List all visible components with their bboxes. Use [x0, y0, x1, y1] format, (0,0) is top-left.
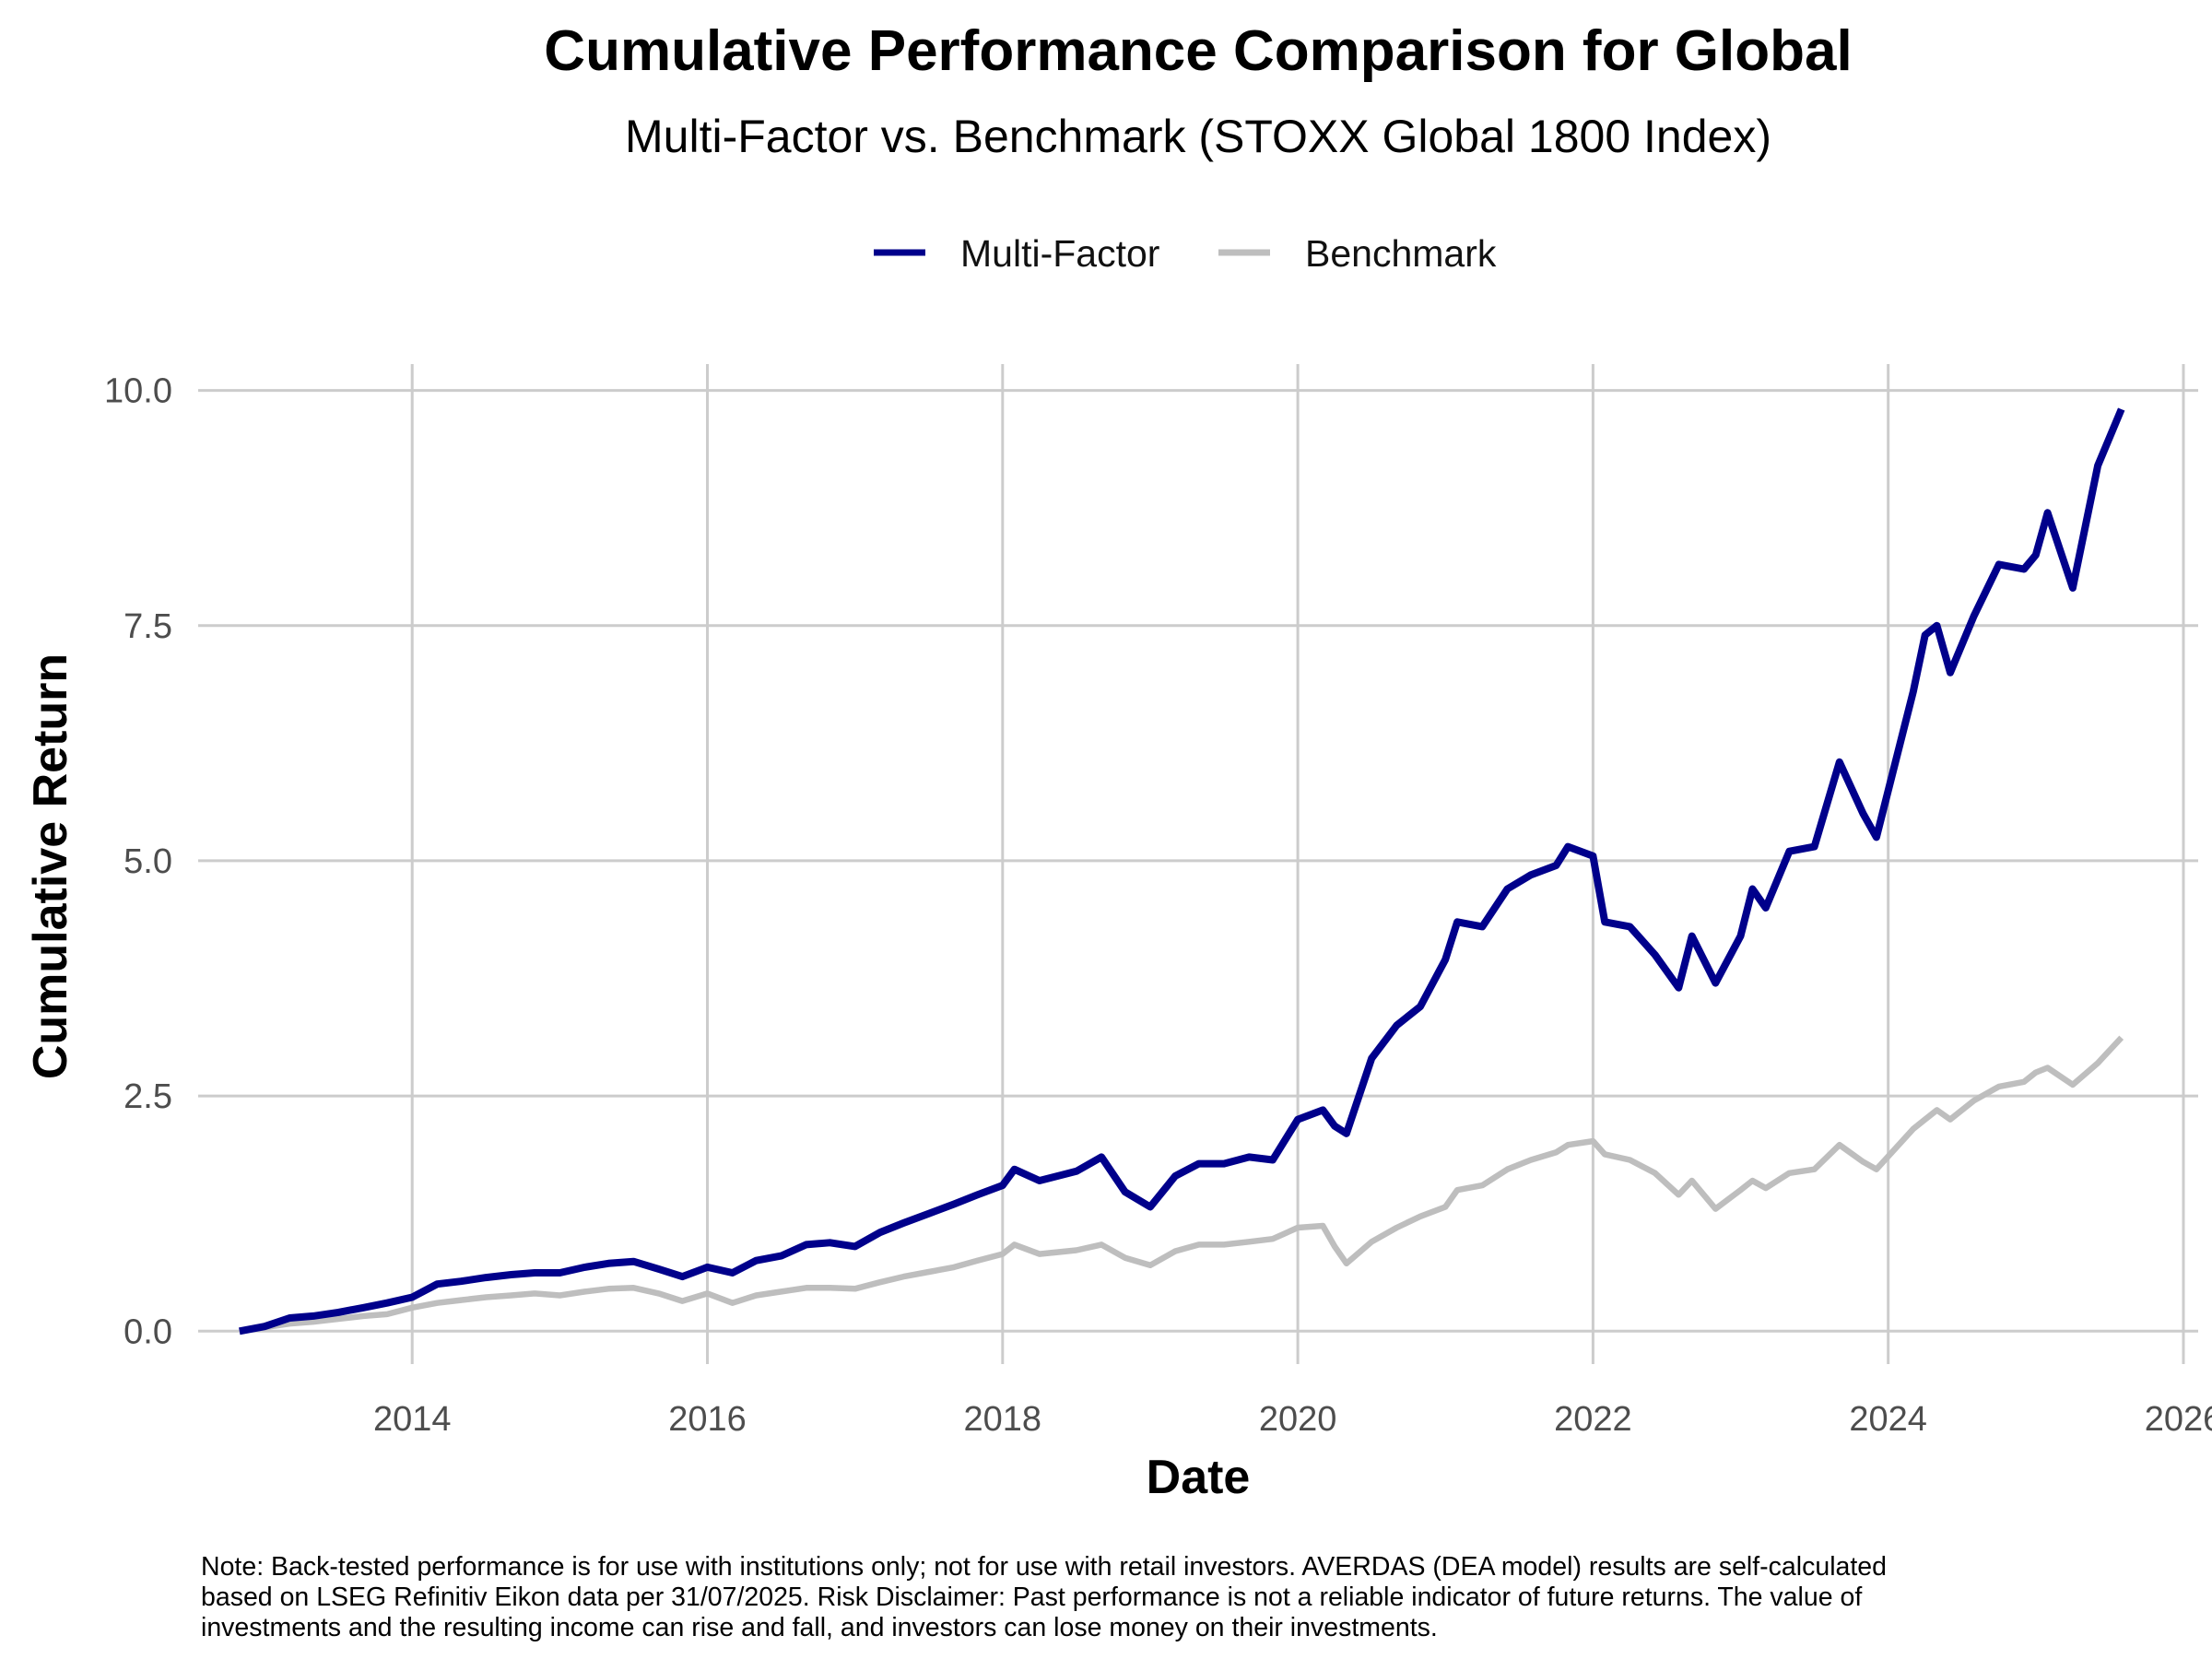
x-tick-label: 2020 [1259, 1400, 1337, 1439]
footnote-line-3: investments and the resulting income can… [201, 1613, 1438, 1642]
chart-title: Cumulative Performance Comparison for Gl… [544, 19, 1852, 83]
x-tick-label: 2022 [1554, 1400, 1632, 1439]
x-tick-label: 2018 [964, 1400, 1042, 1439]
y-tick-label: 10.0 [104, 372, 172, 411]
y-axis-title: Cumulative Return [24, 653, 77, 1079]
series-lines [239, 407, 2125, 1335]
x-axis-tick-labels: 2014 2016 2018 2020 2022 2024 2026 [373, 1400, 2212, 1439]
y-tick-label: 2.5 [124, 1077, 172, 1116]
y-tick-label: 0.0 [124, 1312, 172, 1351]
x-tick-label: 2016 [668, 1400, 747, 1439]
footnote-line-1: Note: Back-tested performance is for use… [201, 1552, 1887, 1582]
series-line-multi-factor [239, 407, 2125, 1335]
chart-legend: Multi-Factor Benchmark [874, 232, 1497, 275]
y-axis-tick-labels: 0.0 2.5 5.0 7.5 10.0 [104, 372, 172, 1352]
legend-label-multi-factor: Multi-Factor [960, 232, 1159, 275]
series-line-benchmark [239, 1035, 2124, 1335]
chart-subtitle: Multi-Factor vs. Benchmark (STOXX Global… [625, 111, 1771, 162]
footnote-line-2: based on LSEG Refinitiv Eikon data per 3… [201, 1583, 1862, 1612]
x-axis-title: Date [1147, 1451, 1251, 1504]
y-tick-label: 7.5 [124, 607, 172, 646]
footnote: Note: Back-tested performance is for use… [201, 1552, 1887, 1642]
grid-lines [198, 364, 2198, 1364]
x-tick-label: 2026 [2145, 1400, 2212, 1439]
x-tick-label: 2014 [373, 1400, 452, 1439]
x-tick-label: 2024 [1849, 1400, 1927, 1439]
legend-label-benchmark: Benchmark [1305, 232, 1497, 275]
y-tick-label: 5.0 [124, 842, 172, 881]
